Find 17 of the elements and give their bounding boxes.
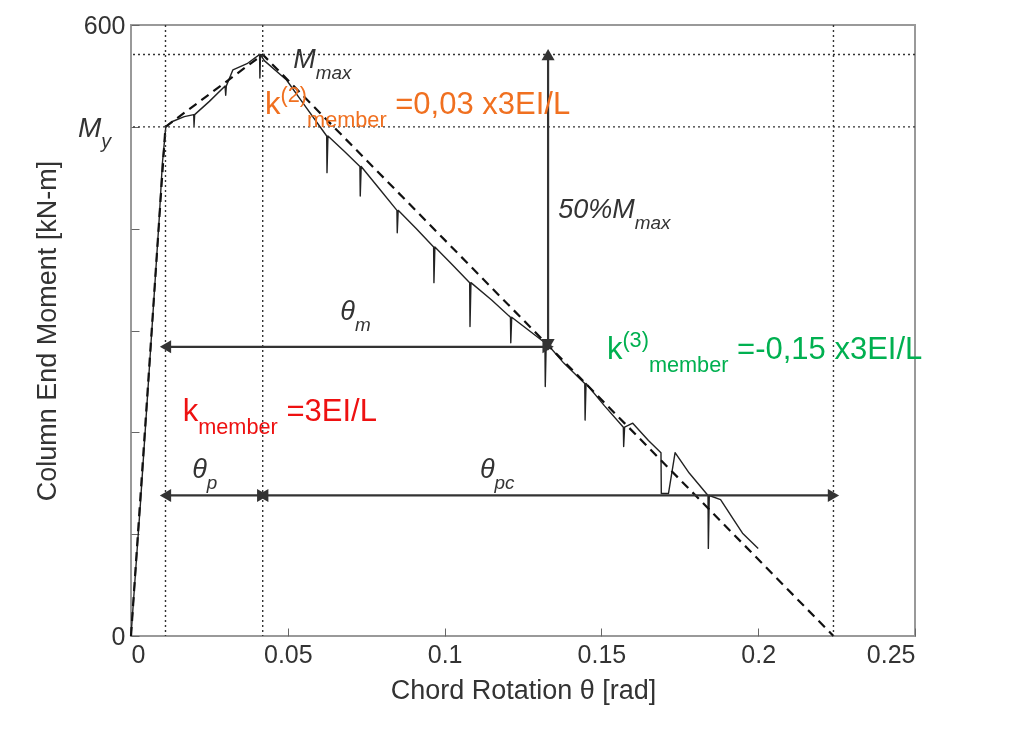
x-tick-label: 0.25 <box>866 639 916 668</box>
x-tick-label: 0 <box>131 639 146 668</box>
y-tick-label: 600 <box>83 10 126 39</box>
annotation: k$_{member}$ =3EI/L <box>182 392 377 439</box>
annotation: 50%M$_{max}$ <box>558 194 672 233</box>
annotation: M$_{max}$ <box>293 43 353 83</box>
x-tick-label: 0.1 <box>427 639 463 668</box>
annotation: θ$_{m}$ <box>340 296 371 335</box>
annotation: θ$_{pc}$ <box>479 453 516 493</box>
x-tick-label: 0.05 <box>263 639 313 668</box>
x-tick-label: 0.2 <box>741 639 777 668</box>
annotation: θ$_{p}$ <box>192 453 218 493</box>
x-axis-title: Chord Rotation θ [rad] <box>390 674 657 705</box>
ref-line-label: M$_{y}$ <box>77 111 113 152</box>
x-tick-label: 0.15 <box>577 639 627 668</box>
y-axis-title: Column End Moment [kN-m] <box>31 160 62 502</box>
annotation: k$^{(3)}$$_{member}$ =-0,15 x3EI/L <box>606 326 923 377</box>
